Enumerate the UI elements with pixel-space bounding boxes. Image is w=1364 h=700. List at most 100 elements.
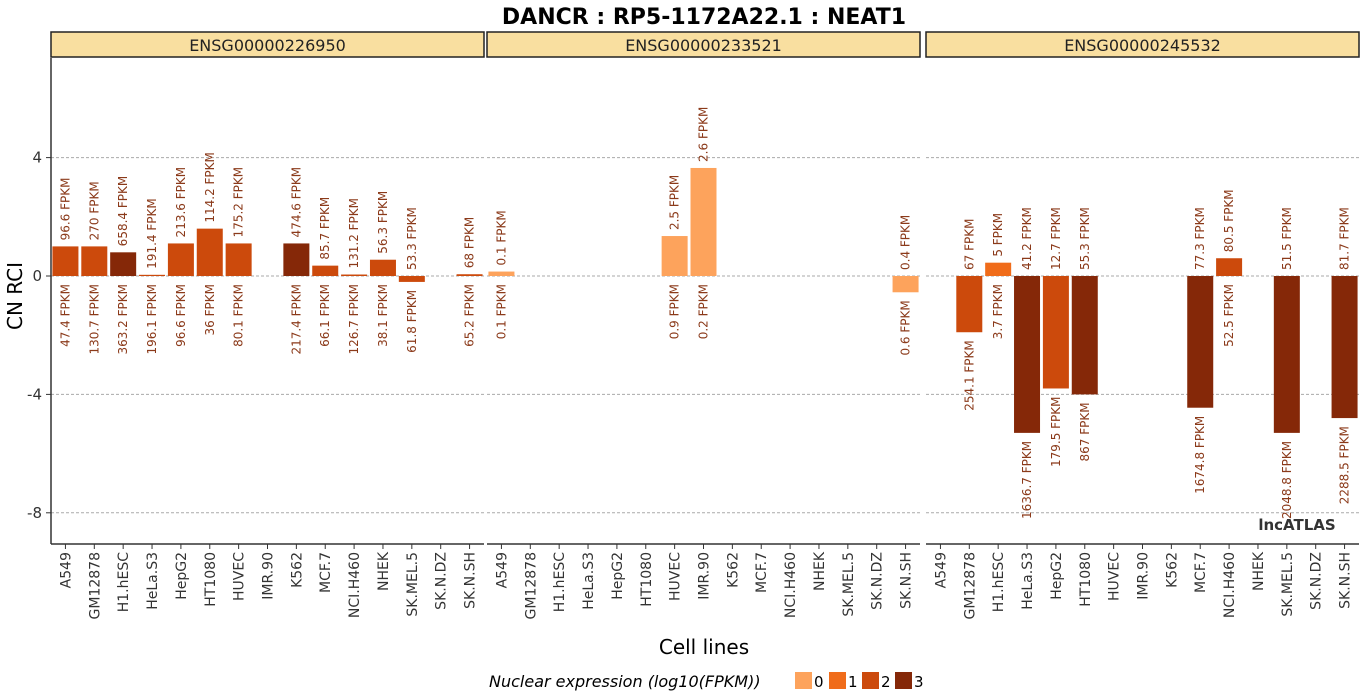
bar [52, 246, 79, 276]
bar [456, 274, 483, 276]
x-tick-label: H1.hESC [991, 552, 1007, 612]
x-tick-label: SK.MEL.5 [405, 552, 421, 617]
bar [341, 274, 368, 276]
data-label-bottom: 2048.8 FPKM [1280, 441, 1294, 519]
x-tick-label: NCI.H460 [783, 552, 799, 618]
x-tick-label: HT1080 [1078, 552, 1094, 607]
data-label-bottom: 1636.7 FPKM [1020, 441, 1034, 519]
x-tick-label: SK.MEL.5 [1280, 552, 1296, 617]
bar [369, 259, 396, 276]
x-tick-label: MCF.7 [754, 552, 770, 593]
data-label-bottom: 179.5 FPKM [1049, 396, 1063, 467]
x-tick-label: HepG2 [610, 552, 626, 600]
legend-label: 3 [914, 673, 924, 691]
panel-strip-label: ENSG00000245532 [1064, 36, 1221, 55]
data-label-top: 81.7 FPKM [1338, 207, 1352, 270]
x-tick-label: HUVEC [1107, 552, 1123, 601]
x-tick-label: SK.N.DZ [434, 552, 450, 610]
data-label-top: 114.2 FPKM [203, 152, 217, 223]
legend-swatch [795, 672, 812, 689]
data-label-top: 2.5 FPKM [668, 175, 682, 230]
bar [661, 236, 688, 276]
data-label-bottom: 3.7 FPKM [991, 284, 1005, 339]
data-label-bottom: 2288.5 FPKM [1338, 426, 1352, 504]
bar [1071, 276, 1098, 395]
legend-swatch [862, 672, 879, 689]
chart-title: DANCR : RP5-1172A22.1 : NEAT1 [502, 5, 906, 30]
bar [488, 271, 515, 276]
legend-label: 1 [848, 673, 858, 691]
x-tick-label: MCF.7 [1193, 552, 1209, 593]
x-tick-label: SK.N.DZ [870, 552, 886, 610]
x-tick-label: IMR.90 [697, 552, 713, 600]
x-tick-label: NHEK [812, 551, 828, 591]
x-axis-label: Cell lines [659, 635, 749, 659]
data-label-top: 51.5 FPKM [1280, 207, 1294, 270]
x-tick-label: GM12878 [962, 552, 978, 619]
data-label-top: 68 FPKM [463, 217, 477, 268]
data-label-top: 474.6 FPKM [289, 167, 303, 238]
bar [956, 276, 983, 333]
data-label-bottom: 0.9 FPKM [668, 284, 682, 339]
bar [283, 243, 310, 276]
x-tick-label: H1.hESC [116, 552, 132, 612]
bar [1273, 276, 1300, 433]
x-tick-label: A549 [494, 552, 510, 588]
bar [892, 276, 919, 293]
data-label-bottom: 0.1 FPKM [494, 284, 508, 339]
x-tick-label: HUVEC [668, 552, 684, 601]
data-label-bottom: 0.2 FPKM [697, 284, 711, 339]
data-label-top: 53.3 FPKM [405, 207, 419, 270]
data-label-bottom: 96.6 FPKM [174, 284, 188, 347]
x-tick-label: SK.N.SH [1338, 552, 1354, 609]
y-tick-label: -4 [27, 385, 42, 403]
x-tick-label: HT1080 [639, 552, 655, 607]
x-tick-label: IMR.90 [1136, 552, 1152, 600]
data-label-top: 0.1 FPKM [494, 210, 508, 265]
data-label-bottom: 867 FPKM [1078, 402, 1092, 461]
x-tick-label: SK.N.SH [463, 552, 479, 609]
x-tick-label: A549 [58, 552, 74, 588]
data-label-bottom: 196.1 FPKM [145, 284, 159, 355]
data-label-top: 77.3 FPKM [1193, 207, 1207, 270]
x-tick-label: HUVEC [232, 552, 248, 601]
data-label-top: 270 FPKM [87, 181, 101, 240]
data-label-top: 175.2 FPKM [232, 167, 246, 238]
legend-label: 0 [814, 673, 824, 691]
data-label-top: 5 FPKM [991, 213, 1005, 257]
x-tick-label: K562 [725, 552, 741, 588]
legend-title: Nuclear expression (log10(FPKM)) [489, 672, 761, 691]
data-label-top: 0.4 FPKM [899, 215, 913, 270]
x-tick-label: H1.hESC [552, 552, 568, 612]
x-tick-label: HT1080 [203, 552, 219, 607]
y-tick-label: 0 [32, 267, 42, 285]
data-label-bottom: 80.1 FPKM [232, 284, 246, 347]
data-label-top: 56.3 FPKM [376, 191, 390, 254]
x-tick-label: HeLa.S3 [145, 552, 161, 610]
x-tick-label: MCF.7 [318, 552, 334, 593]
data-label-bottom: 52.5 FPKM [1222, 284, 1236, 347]
y-tick-label: -8 [27, 504, 42, 522]
legend-swatch [895, 672, 912, 689]
data-label-bottom: 38.1 FPKM [376, 284, 390, 347]
data-label-top: 96.6 FPKM [58, 177, 72, 240]
bar [690, 167, 717, 276]
x-tick-label: NHEK [376, 551, 392, 591]
data-label-top: 80.5 FPKM [1222, 189, 1236, 252]
legend-swatch [829, 672, 846, 689]
panel-ENSG00000226950: ENSG00000226950 96.6 FPKM 47.4 FPKM A549 270… [50, 31, 485, 619]
bar [110, 252, 137, 276]
data-label-bottom: 130.7 FPKM [87, 284, 101, 355]
bar [167, 243, 194, 276]
bar [225, 243, 252, 276]
legend: Nuclear expression (log10(FPKM)) 0 1 2 3 [489, 672, 924, 691]
bar [985, 262, 1012, 276]
panel-ENSG00000233521: ENSG00000233521 0.1 FPKM 0.1 FPKM A549 GM128… [486, 31, 921, 619]
bar [312, 265, 339, 276]
data-label-bottom: 363.2 FPKM [116, 284, 130, 355]
x-tick-label: GM12878 [523, 552, 539, 619]
x-tick-label: NCI.H460 [1222, 552, 1238, 618]
data-label-bottom: 1674.8 FPKM [1193, 416, 1207, 494]
legend-label: 2 [881, 673, 891, 691]
